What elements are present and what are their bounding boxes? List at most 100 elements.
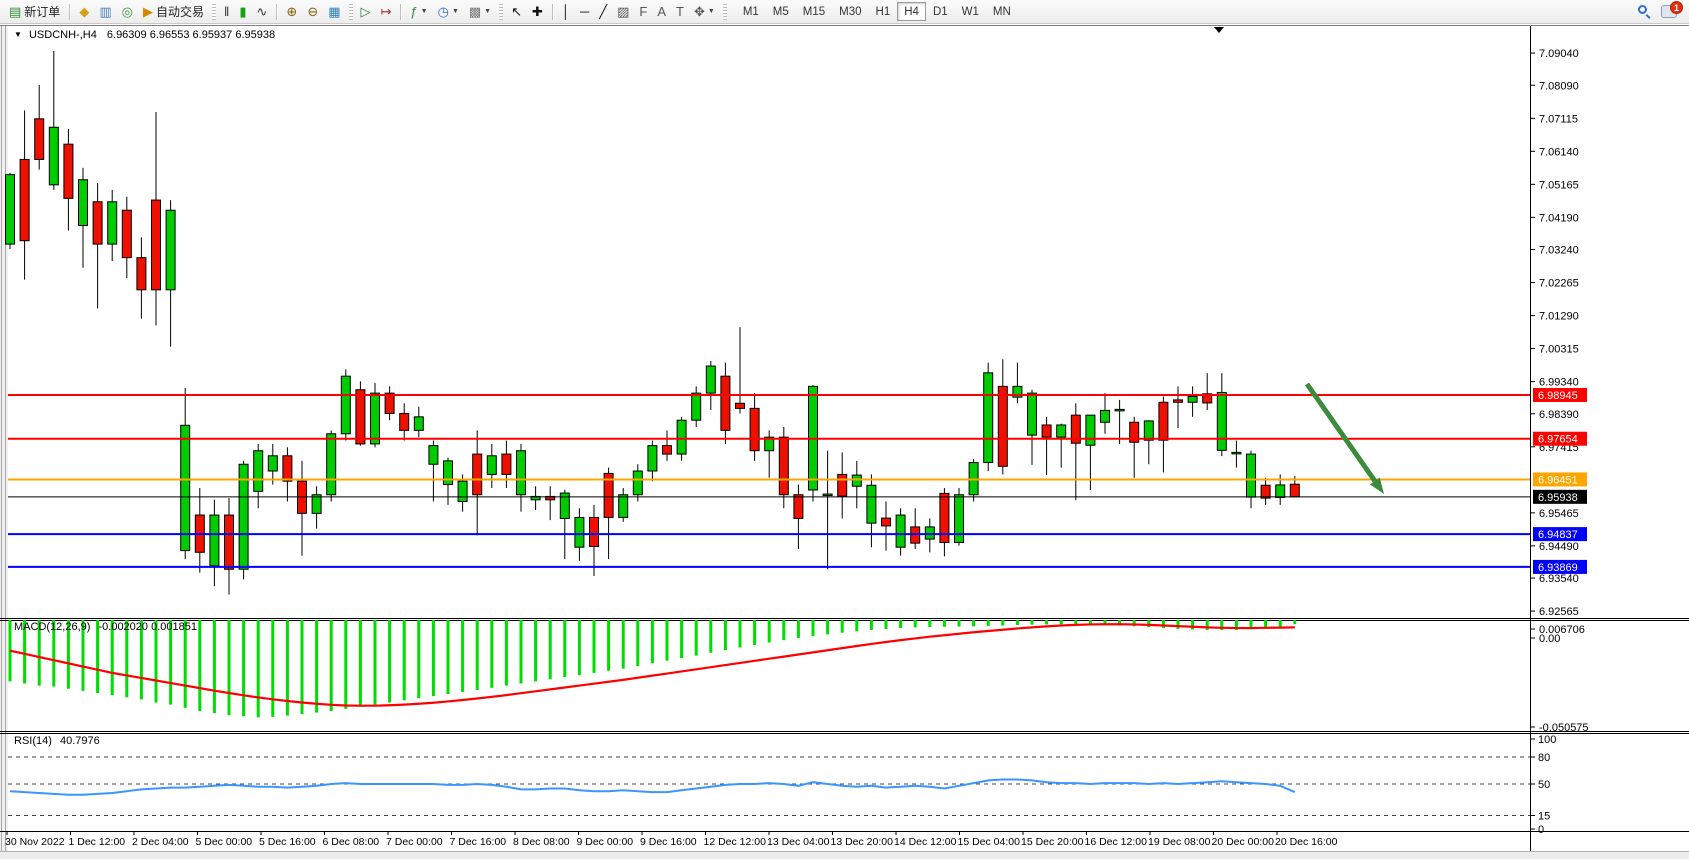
timeframe-w1-button[interactable]: W1 [961, 5, 979, 18]
tile-windows-button[interactable]: ▦ [323, 2, 345, 22]
trend-arrow[interactable] [1304, 382, 1377, 483]
chart-shift-button[interactable]: ↦ [376, 2, 397, 22]
zoom-out-icon: ⊖ [307, 4, 319, 19]
auto-scroll-icon: ▷ [360, 4, 371, 19]
candle-body [107, 201, 118, 245]
new-order-icon: ▤ [9, 4, 22, 19]
auto-scroll-button[interactable]: ▷ [356, 2, 376, 22]
terminal-button[interactable]: ▥ [94, 2, 116, 22]
timeframe-h4-button[interactable]: H4 [897, 2, 926, 21]
vertical-line-button[interactable]: │ [557, 2, 575, 22]
candle-body [735, 402, 745, 409]
price-axis-label: 6.95465 [1539, 508, 1579, 520]
time-axis-label: 20 Dec 00:00 [1212, 836, 1275, 848]
candle-body [78, 179, 88, 226]
time-axis-label: 9 Dec 16:00 [640, 836, 697, 848]
time-axis-label: 2 Dec 04:00 [132, 836, 189, 848]
metaeditor-button[interactable]: ◆ [74, 2, 94, 22]
candle-body [19, 158, 30, 242]
chart-bars-button[interactable]: ǁ [219, 2, 234, 22]
price-badge-value: 6.96451 [1538, 474, 1578, 486]
equidistant-channel-button[interactable]: ▨ [612, 2, 634, 22]
chart-line-button[interactable]: ∿ [252, 2, 273, 22]
candle-body [778, 436, 789, 496]
candle-body [691, 392, 702, 421]
autotrading-button[interactable]: ▶ 自动交易 [138, 2, 209, 22]
price-badge-value: 6.93869 [1538, 562, 1578, 574]
collapse-icon[interactable]: ▼ [14, 30, 22, 39]
toolbar-grip [348, 3, 353, 20]
toolbar-grip [211, 3, 216, 20]
timeframe-m1-button[interactable]: M1 [742, 5, 759, 18]
arrows-button[interactable]: ✥ ▼ [689, 2, 720, 22]
candle-body [428, 445, 439, 465]
candle-body [1289, 483, 1300, 498]
candle-body [5, 174, 15, 245]
chart-candles-button[interactable]: ▮ [234, 2, 251, 22]
candle-body [720, 375, 731, 431]
candle-body [34, 118, 45, 160]
candle-body [92, 201, 103, 245]
crosshair-button[interactable]: ✚ [527, 2, 548, 22]
indicators-button[interactable]: ƒ ▼ [405, 2, 432, 22]
timeframe-d1-button[interactable]: D1 [932, 5, 948, 18]
tile-windows-icon: ▦ [328, 4, 341, 19]
zoom-in-button[interactable]: ⊕ [281, 2, 302, 22]
text-label-button[interactable]: T [671, 2, 689, 22]
price-axis-label: 7.04190 [1539, 212, 1579, 224]
candle-body [267, 455, 278, 472]
bottom-strip [0, 851, 1689, 859]
candle-body [501, 453, 512, 475]
templates-button[interactable]: ▩ ▼ [464, 2, 496, 22]
candle-body [983, 372, 994, 464]
timeframe-m15-button[interactable]: M15 [802, 5, 826, 18]
timeframe-group: M1 M5 M15 M30 H1 H4 D1 W1 MN [736, 2, 1018, 21]
candle-body [472, 453, 483, 496]
periods-button[interactable]: ◷ ▼ [433, 2, 464, 22]
strategy-tester-button[interactable]: ◎ [117, 2, 138, 22]
macd-values: -0.002020 0.001851 [98, 621, 197, 633]
search-icon[interactable] [1638, 5, 1651, 19]
templates-dropdown-arrow[interactable]: ▼ [484, 8, 492, 15]
cursor-button[interactable]: ↖ [506, 2, 527, 22]
autotrading-label: 自动交易 [155, 5, 204, 19]
trend-arrow-head[interactable] [1369, 477, 1384, 494]
time-axis-label: 20 Dec 16:00 [1275, 836, 1338, 848]
timeframe-m30-button[interactable]: M30 [839, 5, 862, 18]
time-axis-label: 15 Dec 20:00 [1021, 836, 1084, 848]
periods-dropdown-arrow[interactable]: ▼ [451, 8, 459, 15]
price-axis-label: 7.07115 [1539, 113, 1578, 125]
chart-shift-icon: ↦ [380, 4, 392, 19]
candle-body [1216, 391, 1227, 451]
indicators-dropdown-arrow[interactable]: ▼ [420, 8, 428, 15]
trendline-button[interactable]: ╱ [594, 2, 612, 22]
new-order-button[interactable]: ▤ 新订单 [4, 2, 65, 22]
autotrading-icon: ▶ [142, 4, 153, 19]
timeframe-h1-button[interactable]: H1 [875, 5, 891, 18]
rsi-name: RSI(14) [14, 735, 52, 747]
chat-icon[interactable]: 1 [1661, 1, 1683, 18]
candle-body [326, 433, 337, 496]
candle-body [1012, 385, 1023, 398]
window-left-edge [0, 25, 8, 851]
arrows-dropdown-arrow[interactable]: ▼ [707, 8, 715, 15]
macd-axis-label: -0.050575 [1539, 722, 1589, 734]
metaeditor-icon: ◆ [79, 4, 90, 19]
text-button[interactable]: A [652, 2, 671, 22]
timeframe-m5-button[interactable]: M5 [772, 5, 789, 18]
zoom-out-button[interactable]: ⊖ [302, 2, 323, 22]
candle-body [954, 494, 964, 543]
fibonacci-button[interactable]: F [634, 2, 652, 22]
candle-body [1202, 393, 1213, 404]
notification-badge: 1 [1669, 1, 1683, 14]
candle-body [618, 494, 629, 518]
equidistant-channel-icon: ▨ [617, 4, 630, 19]
toolbar-separator [551, 3, 553, 20]
price-axis-label: 7.06140 [1539, 146, 1579, 158]
timeframe-mn-button[interactable]: MN [992, 5, 1011, 18]
chart-title[interactable]: ▼ USDCNH-,H4 6.96309 6.96553 6.95937 6.9… [14, 29, 275, 41]
candle-body [1143, 420, 1154, 441]
time-axis-label: 13 Dec 20:00 [831, 836, 894, 848]
horizontal-line-button[interactable]: ─ [575, 2, 594, 22]
